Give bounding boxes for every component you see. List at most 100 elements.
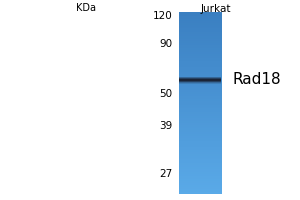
- Bar: [178, 165, 222, 167]
- Bar: [178, 139, 222, 141]
- Text: Rad18: Rad18: [232, 72, 281, 88]
- Bar: [178, 59, 222, 61]
- Text: 90: 90: [159, 39, 172, 49]
- Bar: [178, 17, 222, 19]
- Bar: [178, 174, 222, 176]
- Bar: [178, 148, 222, 150]
- Bar: [178, 48, 222, 50]
- Bar: [178, 16, 222, 17]
- Bar: [178, 23, 222, 25]
- Bar: [178, 114, 222, 116]
- Bar: [178, 169, 222, 170]
- Text: Jurkat: Jurkat: [201, 4, 232, 14]
- Bar: [178, 156, 222, 158]
- Bar: [178, 19, 222, 21]
- Bar: [178, 30, 222, 32]
- Bar: [178, 130, 222, 132]
- Bar: [178, 79, 222, 81]
- Text: 27: 27: [159, 169, 172, 179]
- Bar: [178, 28, 222, 30]
- Text: 50: 50: [159, 89, 172, 99]
- Bar: [178, 103, 222, 105]
- Bar: [178, 61, 222, 63]
- Bar: [178, 150, 222, 152]
- Bar: [178, 81, 222, 83]
- Bar: [178, 65, 222, 67]
- Text: KDa: KDa: [76, 3, 96, 13]
- Bar: [178, 119, 222, 121]
- Bar: [178, 187, 222, 189]
- Bar: [178, 63, 222, 65]
- Bar: [178, 112, 222, 114]
- Bar: [178, 41, 222, 43]
- Bar: [178, 70, 222, 72]
- Bar: [178, 121, 222, 123]
- Bar: [178, 134, 222, 136]
- Bar: [178, 21, 222, 23]
- Bar: [178, 163, 222, 165]
- Bar: [178, 101, 222, 103]
- Bar: [178, 32, 222, 34]
- Text: 120: 120: [153, 11, 172, 21]
- Bar: [178, 94, 222, 96]
- Bar: [178, 108, 222, 110]
- Bar: [178, 189, 222, 190]
- Bar: [178, 99, 222, 101]
- Bar: [178, 154, 222, 156]
- Bar: [178, 125, 222, 127]
- Text: 39: 39: [159, 121, 172, 131]
- Bar: [178, 14, 222, 16]
- Bar: [178, 183, 222, 185]
- Bar: [178, 167, 222, 169]
- Bar: [178, 90, 222, 92]
- Bar: [178, 138, 222, 139]
- Bar: [178, 110, 222, 112]
- Bar: [178, 36, 222, 37]
- Bar: [178, 176, 222, 178]
- Bar: [178, 107, 222, 108]
- Bar: [178, 56, 222, 58]
- Bar: [178, 190, 222, 192]
- Bar: [178, 145, 222, 147]
- Bar: [178, 34, 222, 36]
- Bar: [178, 47, 222, 48]
- Bar: [178, 39, 222, 41]
- Bar: [178, 27, 222, 28]
- Bar: [178, 98, 222, 99]
- Bar: [178, 76, 222, 78]
- Bar: [178, 178, 222, 179]
- Bar: [178, 136, 222, 138]
- Bar: [178, 37, 222, 39]
- Bar: [178, 25, 222, 27]
- Bar: [178, 85, 222, 87]
- Bar: [178, 147, 222, 148]
- Bar: [178, 105, 222, 107]
- Bar: [178, 50, 222, 52]
- Bar: [178, 185, 222, 187]
- Bar: [178, 12, 222, 14]
- Bar: [178, 192, 222, 194]
- Bar: [178, 45, 222, 47]
- Bar: [178, 92, 222, 94]
- Bar: [178, 161, 222, 163]
- Bar: [178, 128, 222, 130]
- Bar: [178, 58, 222, 59]
- Bar: [178, 172, 222, 174]
- Bar: [178, 68, 222, 70]
- Bar: [178, 143, 222, 145]
- Bar: [178, 96, 222, 98]
- Bar: [178, 118, 222, 119]
- Bar: [178, 43, 222, 45]
- Bar: [178, 83, 222, 85]
- Bar: [178, 179, 222, 181]
- Bar: [178, 181, 222, 183]
- Bar: [178, 170, 222, 172]
- Bar: [178, 141, 222, 143]
- Bar: [178, 87, 222, 88]
- Bar: [178, 132, 222, 134]
- Bar: [178, 88, 222, 90]
- Bar: [178, 74, 222, 76]
- Bar: [178, 54, 222, 56]
- Bar: [178, 158, 222, 159]
- Bar: [178, 116, 222, 118]
